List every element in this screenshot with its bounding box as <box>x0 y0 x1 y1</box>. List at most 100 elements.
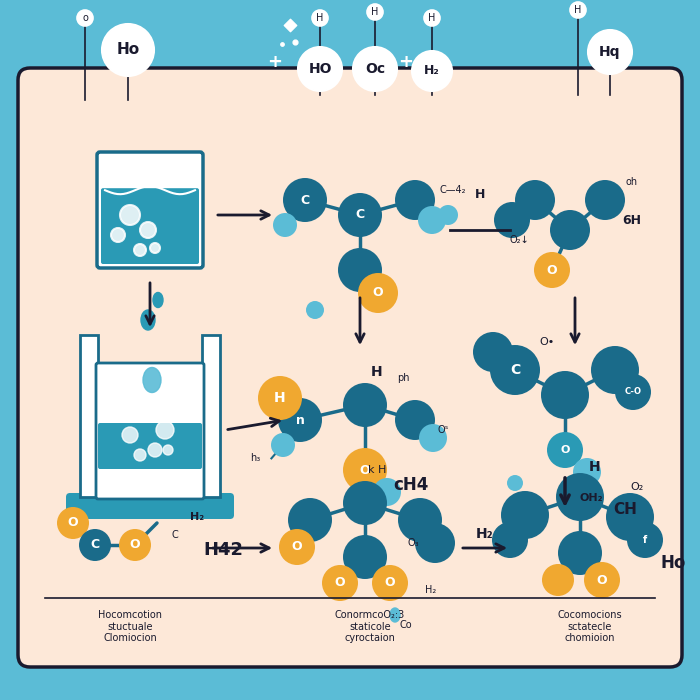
Circle shape <box>373 478 401 506</box>
Text: H₂: H₂ <box>190 512 204 522</box>
Circle shape <box>492 522 528 558</box>
Circle shape <box>271 433 295 457</box>
Circle shape <box>322 565 358 601</box>
Text: Ho: Ho <box>116 43 139 57</box>
Circle shape <box>418 206 446 234</box>
Circle shape <box>273 213 297 237</box>
Text: ph: ph <box>397 373 410 383</box>
Bar <box>202 335 220 497</box>
Bar <box>103 158 197 186</box>
Text: O₂: O₂ <box>630 482 643 492</box>
Circle shape <box>494 202 530 238</box>
Text: h₃: h₃ <box>250 453 260 463</box>
Circle shape <box>515 180 555 220</box>
Circle shape <box>367 4 383 20</box>
Circle shape <box>585 180 625 220</box>
Text: Hq: Hq <box>599 45 621 59</box>
Circle shape <box>615 374 651 410</box>
Circle shape <box>122 427 138 443</box>
Circle shape <box>140 222 156 238</box>
Text: O: O <box>130 538 140 552</box>
FancyBboxPatch shape <box>18 68 682 667</box>
Text: H42: H42 <box>203 541 243 559</box>
Circle shape <box>501 491 549 539</box>
FancyBboxPatch shape <box>98 423 202 469</box>
Circle shape <box>283 178 327 222</box>
FancyBboxPatch shape <box>96 363 204 499</box>
Circle shape <box>338 248 382 292</box>
Text: n: n <box>295 414 304 426</box>
Text: O: O <box>335 577 345 589</box>
Text: OH₂: OH₂ <box>580 493 603 503</box>
Circle shape <box>558 531 602 575</box>
Text: H: H <box>574 5 582 15</box>
Circle shape <box>550 210 590 250</box>
Circle shape <box>258 376 302 420</box>
Text: H₂: H₂ <box>425 585 436 595</box>
Circle shape <box>134 244 146 256</box>
Ellipse shape <box>390 608 400 622</box>
Circle shape <box>358 273 398 313</box>
Text: O: O <box>596 573 608 587</box>
Circle shape <box>353 47 397 91</box>
Circle shape <box>77 10 93 26</box>
Circle shape <box>343 383 387 427</box>
Text: ConormcoO₂:3
staticole
cyroctaion: ConormcoO₂:3 staticole cyroctaion <box>335 610 405 643</box>
Point <box>289 36 300 48</box>
Circle shape <box>278 398 322 442</box>
Circle shape <box>507 475 523 491</box>
Text: k H: k H <box>368 465 386 475</box>
Point <box>284 20 295 31</box>
Circle shape <box>163 445 173 455</box>
Text: C: C <box>300 193 309 206</box>
Circle shape <box>573 458 601 486</box>
Circle shape <box>338 193 382 237</box>
Circle shape <box>133 398 157 422</box>
Text: C: C <box>172 530 178 540</box>
Text: O•: O• <box>540 337 554 347</box>
Text: O₃: O₃ <box>407 538 419 548</box>
Circle shape <box>150 243 160 253</box>
Text: O: O <box>547 263 557 276</box>
Text: oh: oh <box>625 177 637 187</box>
Circle shape <box>584 562 620 598</box>
Text: cH4: cH4 <box>393 476 428 494</box>
Circle shape <box>372 565 408 601</box>
Text: H: H <box>274 391 286 405</box>
Circle shape <box>148 443 162 457</box>
Circle shape <box>343 535 387 579</box>
Circle shape <box>120 205 140 225</box>
Text: C: C <box>90 538 99 552</box>
Circle shape <box>419 424 447 452</box>
Text: H: H <box>589 460 601 474</box>
Text: O: O <box>292 540 302 554</box>
Text: C: C <box>356 209 365 221</box>
Circle shape <box>415 523 455 563</box>
Circle shape <box>395 180 435 220</box>
Circle shape <box>541 371 589 419</box>
Circle shape <box>134 449 146 461</box>
Text: f: f <box>643 535 647 545</box>
Ellipse shape <box>143 368 161 393</box>
Text: C-O: C-O <box>624 388 641 396</box>
Text: Oˢ: Oˢ <box>437 425 449 435</box>
Circle shape <box>111 228 125 242</box>
Circle shape <box>438 205 458 225</box>
Text: o: o <box>82 13 88 23</box>
Text: C—4₂: C—4₂ <box>440 185 466 195</box>
FancyBboxPatch shape <box>66 493 234 519</box>
Circle shape <box>312 10 328 26</box>
Text: O: O <box>385 577 396 589</box>
Point <box>276 38 288 50</box>
Bar <box>80 335 98 497</box>
Circle shape <box>556 473 604 521</box>
FancyBboxPatch shape <box>97 152 203 268</box>
Circle shape <box>306 301 324 319</box>
Text: O: O <box>68 517 78 529</box>
Circle shape <box>57 507 89 539</box>
FancyBboxPatch shape <box>101 188 199 264</box>
Text: H: H <box>428 13 435 23</box>
Text: O: O <box>360 463 370 477</box>
Circle shape <box>542 564 574 596</box>
Text: C: C <box>510 363 520 377</box>
